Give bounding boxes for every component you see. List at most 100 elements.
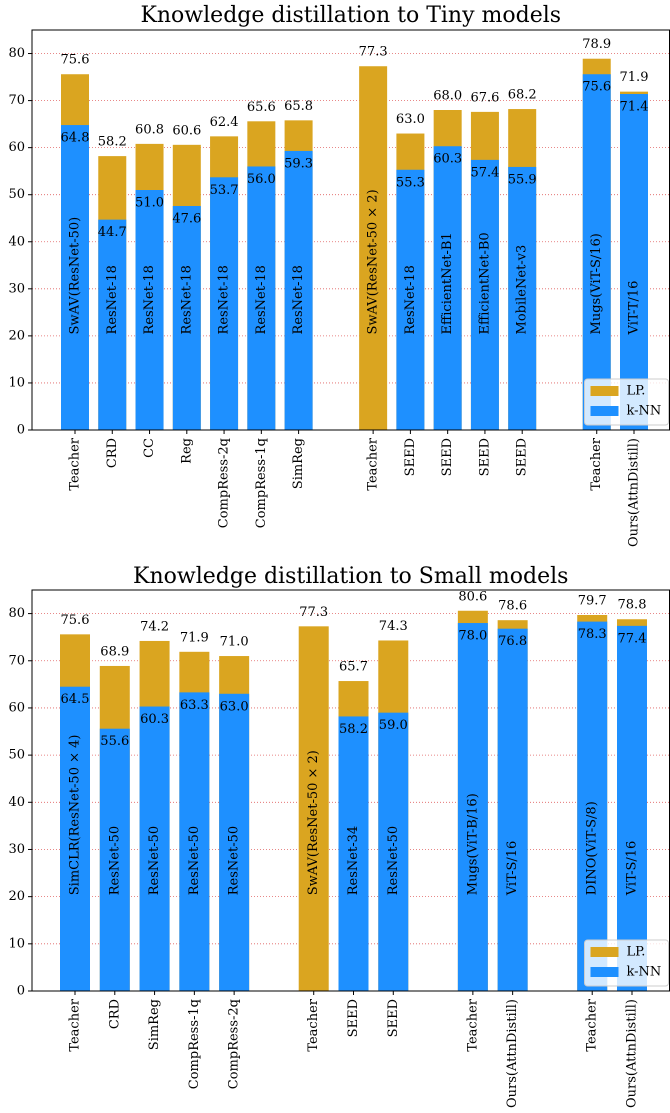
value-label: 60.8	[135, 122, 164, 137]
x-tick-label: SEED	[403, 438, 418, 476]
bar-label: ResNet-50	[386, 826, 401, 895]
bar-label: Mugs(ViT-S/16)	[589, 233, 604, 334]
value-label: 47.6	[172, 212, 201, 227]
y-tick-label: 10	[8, 375, 25, 390]
y-tick-label: 70	[8, 93, 25, 108]
bar-label: SwAV(ResNet-50 × 2)	[366, 189, 381, 334]
value-label: 68.2	[508, 88, 537, 103]
value-label: 63.0	[396, 112, 425, 127]
value-label: 58.2	[98, 135, 127, 150]
value-label: 77.4	[618, 631, 647, 646]
value-label: 65.7	[339, 660, 368, 675]
bar	[457, 623, 488, 991]
legend-swatch	[590, 406, 619, 416]
legend-label: LP.	[627, 945, 646, 960]
bar	[139, 706, 170, 991]
legend-label: k-NN	[627, 965, 662, 980]
value-label: 76.8	[498, 634, 527, 649]
x-tick-label: SEED	[440, 438, 455, 476]
y-tick-label: 40	[8, 795, 25, 810]
value-label: 56.0	[247, 172, 276, 187]
bar	[172, 206, 201, 430]
value-label: 78.9	[582, 37, 611, 52]
value-label: 65.6	[247, 100, 276, 115]
bar-label: EfficientNet-B0	[477, 232, 492, 334]
legend: LP. k-NN	[584, 939, 669, 987]
legend-swatch	[590, 967, 619, 977]
value-label: 53.7	[210, 183, 239, 198]
y-tick-label: 10	[8, 936, 25, 951]
y-tick-label: 80	[8, 606, 25, 621]
value-label: 78.3	[578, 627, 607, 642]
value-label: 67.6	[470, 90, 499, 105]
value-label: 63.0	[220, 699, 249, 714]
bar	[219, 693, 250, 991]
value-label: 64.8	[61, 131, 90, 146]
bar-label: ResNet-18	[105, 265, 120, 334]
bar	[617, 625, 647, 991]
bar	[577, 621, 608, 991]
bar	[359, 66, 388, 430]
value-label: 55.3	[396, 175, 425, 190]
y-tick-label: 0	[17, 423, 25, 438]
x-tick-label: Ours(AttnDistill)	[625, 999, 640, 1108]
axes-frame	[31, 29, 670, 431]
chart-title: Knowledge distillation to Small models	[133, 564, 568, 589]
value-label: 74.3	[379, 619, 408, 634]
legend-swatch	[590, 386, 619, 396]
value-label: 63.3	[180, 698, 209, 713]
bar-label: DINO(ViT-S/8)	[585, 801, 600, 895]
value-label: 71.0	[220, 635, 249, 650]
x-tick-label: Teacher	[585, 998, 600, 1051]
value-label: 44.7	[98, 225, 127, 240]
value-label: 64.5	[61, 692, 90, 707]
value-label: 75.6	[61, 613, 90, 628]
bar-label: ViT-S/16	[625, 841, 640, 897]
bar-label: Mugs(ViT-B/16)	[465, 793, 480, 895]
bar-label: ResNet-18	[291, 265, 306, 334]
bar	[582, 74, 611, 430]
y-tick-label: 60	[8, 140, 25, 155]
x-tick-label: SEED	[346, 999, 361, 1037]
legend-swatch	[590, 947, 619, 957]
x-tick-label: SEED	[515, 438, 530, 476]
x-tick-label: CRD	[105, 438, 120, 468]
x-tick-label: Teacher	[465, 998, 480, 1051]
bar-label: ResNet-34	[346, 826, 361, 895]
value-label: 51.0	[135, 196, 164, 211]
value-label: 71.9	[180, 630, 209, 645]
value-label: 75.6	[582, 80, 611, 95]
x-tick-label: SEED	[477, 438, 492, 476]
bar-label: SwAV(ResNet-50 × 2)	[306, 750, 321, 895]
bar-label: SimCLR(ResNet-50 × 4)	[68, 735, 83, 896]
x-tick-label: CompRess-1q	[254, 438, 269, 528]
x-tick-label: SimReg	[291, 438, 306, 489]
bar-label: ResNet-18	[142, 265, 157, 334]
value-label: 79.7	[578, 594, 607, 609]
y-tick-label: 50	[8, 187, 25, 202]
bar	[179, 692, 210, 991]
x-tick-label: Teacher	[589, 437, 604, 490]
value-label: 78.6	[498, 599, 527, 614]
value-label: 68.0	[433, 89, 462, 104]
value-label: 65.8	[284, 99, 313, 114]
bar	[98, 219, 127, 430]
y-tick-label: 20	[8, 889, 25, 904]
y-tick-label: 50	[8, 748, 25, 763]
value-label: 77.3	[299, 605, 328, 620]
value-label: 78.8	[618, 598, 647, 613]
y-tick-label: 70	[8, 653, 25, 668]
x-tick-label: CC	[142, 438, 157, 458]
value-label: 68.9	[100, 644, 129, 659]
bar-label: EfficientNet-B1	[440, 232, 455, 334]
x-tick-label: Teacher	[306, 998, 321, 1051]
value-label: 60.3	[140, 712, 169, 727]
x-tick-label: CompRess-2q	[227, 999, 242, 1089]
bar	[61, 125, 89, 430]
value-label: 75.6	[61, 53, 90, 68]
x-tick-label: Teacher	[68, 998, 83, 1051]
bar	[247, 166, 276, 430]
x-tick-label: Teacher	[366, 437, 381, 490]
y-tick-label: 30	[8, 281, 25, 296]
bar	[210, 177, 239, 430]
